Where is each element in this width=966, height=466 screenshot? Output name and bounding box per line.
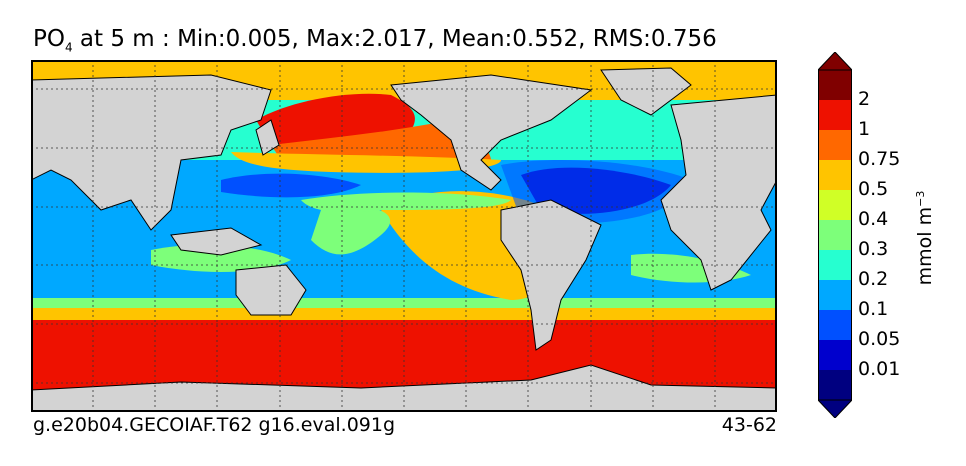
colorbar-tick-label: 0.05 (858, 328, 901, 350)
colorbar-extend-max (818, 52, 852, 71)
unit-exponent: −3 (913, 190, 927, 207)
colorbar-segment (818, 370, 852, 400)
colorbar-segment (818, 100, 852, 130)
colorbar-tick-label: 2 (858, 88, 871, 110)
colorbar-segment (818, 310, 852, 340)
colorbar-segment (818, 250, 852, 280)
land-antarctica (31, 364, 777, 412)
land-greenland (600, 67, 692, 116)
colorbar (818, 52, 852, 418)
north-pacific-red (256, 93, 415, 145)
title-statistics: at 5 m : Min:0.005, Max:2.017, Mean:0.55… (72, 26, 717, 52)
title-variable: PO (33, 26, 65, 52)
colorbar-frame (818, 69, 852, 401)
ocean-map (31, 60, 777, 412)
colorbar-tick-label: 0.01 (858, 358, 901, 380)
unit-base: mmol m (914, 206, 937, 286)
colorbar-segment (818, 280, 852, 310)
colorbar-tick-label: 0.5 (858, 178, 889, 200)
land-asia (31, 74, 272, 231)
colorbar-unit: mmol m−3 (914, 191, 936, 286)
colorbar-tick-label: 0.3 (858, 238, 889, 260)
land-europe-africa (660, 94, 777, 291)
colorbar-tick-label: 1 (858, 118, 871, 140)
colorbar-segment (818, 190, 852, 220)
colorbar-tick-label: 0.1 (858, 298, 889, 320)
map-frame (31, 60, 777, 412)
colorbar-tick-label: 0.75 (858, 148, 901, 170)
colorbar-tick-label: 0.2 (858, 268, 889, 290)
colorbar-segment (818, 340, 852, 370)
land-indonesia (170, 227, 263, 256)
colorbar-segment (818, 160, 852, 190)
case-name: g.e20b04.GECOIAF.T62 g16.eval.091g (33, 414, 396, 436)
colorbar-extend-min (818, 399, 852, 418)
colorbar-segment (818, 70, 852, 100)
subantarctic-green (31, 298, 777, 308)
north-pacific-low (221, 173, 361, 198)
colorbar-tick-label: 0.4 (858, 208, 889, 230)
equatorial-pacific-green (301, 192, 511, 213)
graticule (31, 60, 777, 412)
colorbar-segment (818, 220, 852, 250)
land-japan (255, 119, 280, 156)
south-pacific-green (311, 206, 391, 255)
title-variable-subscript: 4 (64, 40, 73, 55)
map-title: PO4 at 5 m : Min:0.005, Max:2.017, Mean:… (33, 26, 717, 55)
north-pacific-orange (271, 120, 491, 160)
colorbar-segment (818, 130, 852, 160)
land-south-america (500, 199, 602, 351)
north-pacific-yellow (231, 152, 501, 173)
year-range: 43-62 (721, 414, 777, 436)
subantarctic-band (31, 306, 777, 320)
